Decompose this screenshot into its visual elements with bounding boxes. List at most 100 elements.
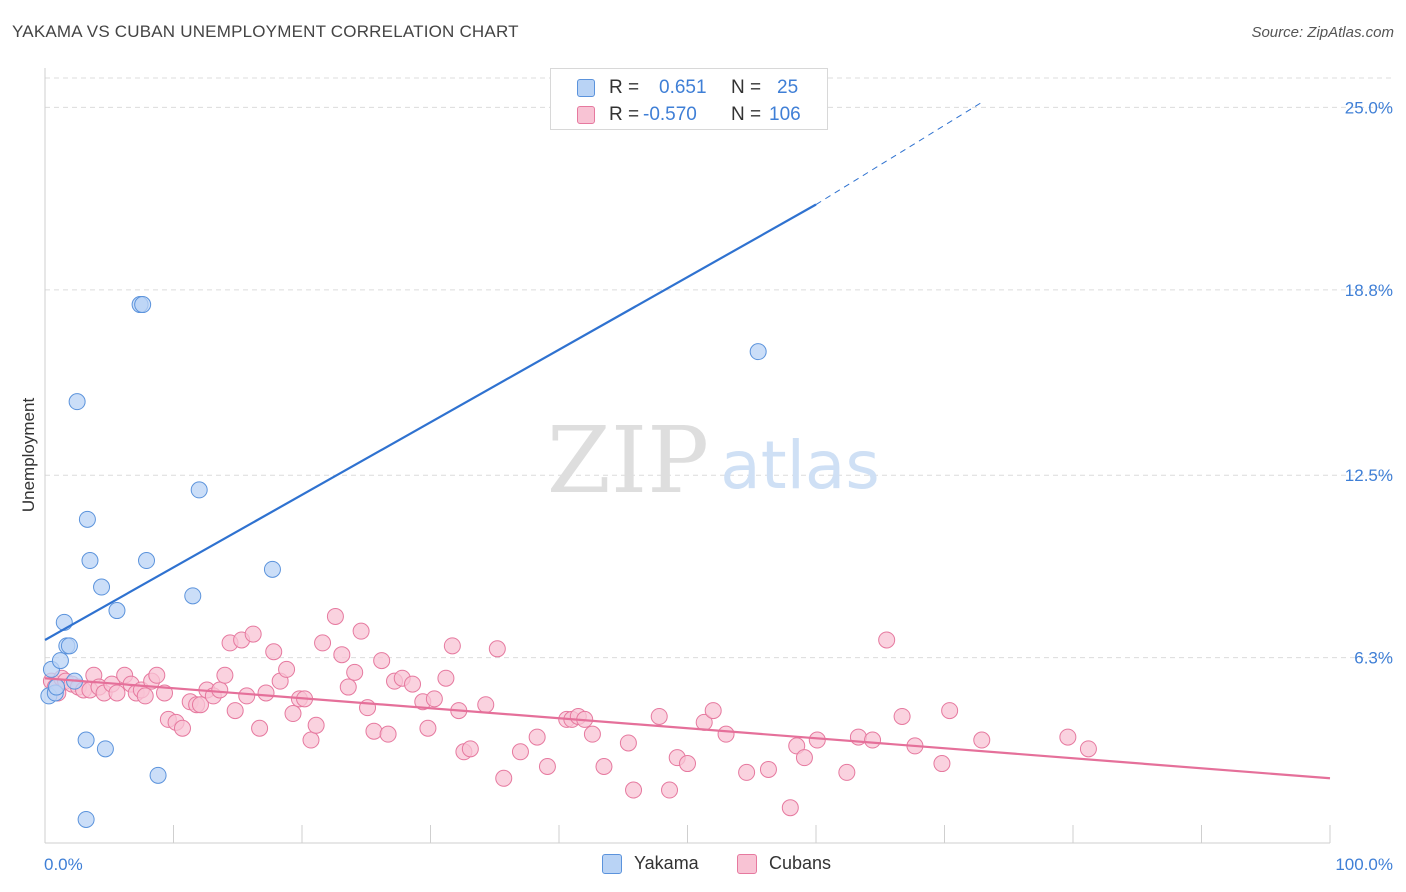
- yakama-point: [81, 552, 99, 570]
- cubans-point: [238, 687, 256, 705]
- cubans-point: [302, 731, 320, 749]
- y-tick-label: 18.8%: [1345, 281, 1393, 300]
- y-tick-label: 12.5%: [1345, 466, 1393, 485]
- yakama-point: [51, 652, 69, 670]
- cubans-point: [251, 719, 269, 737]
- cubans-point: [650, 707, 668, 725]
- cubans-point: [759, 760, 777, 778]
- r-label: R =: [609, 77, 640, 98]
- cubans-point: [211, 681, 229, 699]
- cubans-point: [461, 740, 479, 758]
- r-value-cubans: -0.570: [643, 104, 697, 125]
- cubans-point: [404, 675, 422, 693]
- yakama-point: [93, 578, 111, 596]
- legend-row-yakama: R = 0.651 N = 25: [551, 75, 827, 101]
- yakama-point: [68, 393, 86, 411]
- yakama-trend-extension: [815, 101, 984, 205]
- cubans-point: [419, 719, 437, 737]
- cubans-point: [226, 702, 244, 720]
- x-tick-label: 0.0%: [44, 855, 83, 874]
- cubans-point: [314, 634, 332, 652]
- yakama-point: [184, 587, 202, 605]
- watermark-atlas: atlas: [720, 427, 880, 504]
- cubans-point: [973, 731, 991, 749]
- cubans-point: [136, 687, 154, 705]
- cubans-point: [679, 755, 696, 773]
- cubans-point: [425, 690, 443, 708]
- yakama-point: [96, 740, 114, 758]
- cubans-point: [738, 763, 756, 781]
- axes-layer: [44, 68, 1331, 844]
- cubans-point: [941, 702, 959, 720]
- cubans-point: [307, 716, 325, 734]
- yakama-point: [263, 560, 281, 578]
- n-label: N =: [731, 104, 762, 125]
- trend-layer: [44, 101, 1331, 780]
- cubans-point: [595, 758, 613, 775]
- cubans-point: [795, 749, 813, 767]
- yakama-point: [138, 552, 156, 570]
- labels-layer: 6.3% 12.5% 18.8% 25.0% 0.0% 100.0%: [44, 98, 1393, 874]
- cubans-point: [265, 643, 283, 661]
- yakama-point: [78, 510, 96, 528]
- yakama-point: [48, 678, 66, 696]
- cubans-point: [488, 640, 506, 658]
- yakama-point: [134, 296, 152, 314]
- cubans-point: [838, 763, 856, 781]
- cubans-point: [379, 725, 397, 743]
- grid-layer: [45, 77, 1395, 659]
- y-tick-label: 6.3%: [1354, 649, 1393, 668]
- yakama-point: [749, 343, 767, 361]
- cubans-point: [788, 737, 806, 755]
- cubans-point: [878, 631, 896, 649]
- cubans-point: [437, 669, 455, 687]
- cubans-point: [477, 696, 495, 714]
- yakama-point: [190, 481, 208, 499]
- cubans-point: [373, 652, 391, 670]
- x-tick-label: 100.0%: [1335, 855, 1393, 874]
- cubans-point: [365, 722, 383, 740]
- correlation-legend: R = 0.651 N = 25 R = -0.570 N = 106: [550, 68, 828, 130]
- cubans-legend-label: Cubans: [769, 853, 832, 873]
- cubans-trend-line: [44, 677, 1331, 780]
- cubans-point: [278, 660, 296, 678]
- cubans-point: [352, 622, 370, 640]
- cubans-point: [216, 666, 234, 684]
- cubans-point: [257, 684, 275, 702]
- cubans-point: [333, 646, 351, 664]
- cubans-point: [583, 725, 601, 743]
- r-value-yakama: 0.651: [659, 77, 707, 98]
- yakama-point: [108, 602, 126, 620]
- cubans-point: [495, 769, 513, 787]
- yakama-legend-label: Yakama: [634, 853, 699, 873]
- cubans-point: [933, 755, 951, 773]
- n-value-yakama: 25: [777, 77, 799, 98]
- cubans-point: [808, 731, 826, 749]
- yakama-trend-line: [44, 203, 817, 641]
- cubans-point: [661, 781, 679, 799]
- watermark-zip: ZIP: [547, 407, 709, 514]
- y-axis-label: Unemployment: [19, 398, 38, 513]
- legend-row-cubans: R = -0.570 N = 106: [551, 102, 827, 128]
- yakama-point: [149, 766, 167, 784]
- cubans-point: [864, 731, 882, 749]
- cubans-point: [625, 781, 643, 799]
- cubans-point: [148, 666, 166, 684]
- cubans-point: [244, 625, 262, 643]
- cubans-point: [704, 702, 722, 720]
- cubans-point: [284, 705, 302, 723]
- chart-title: YAKAMA VS CUBAN UNEMPLOYMENT CORRELATION…: [12, 22, 519, 41]
- cubans-swatch: [577, 106, 595, 124]
- cubans-point: [781, 799, 799, 817]
- cubans-point: [538, 758, 556, 775]
- cubans-point: [717, 725, 735, 743]
- yakama-swatch: [577, 79, 595, 97]
- cubans-point: [191, 696, 209, 714]
- cubans-point: [619, 734, 637, 752]
- cubans-point: [511, 743, 529, 761]
- yakama-point: [77, 731, 95, 749]
- cubans-point: [443, 637, 461, 655]
- n-value-cubans: 106: [769, 104, 801, 125]
